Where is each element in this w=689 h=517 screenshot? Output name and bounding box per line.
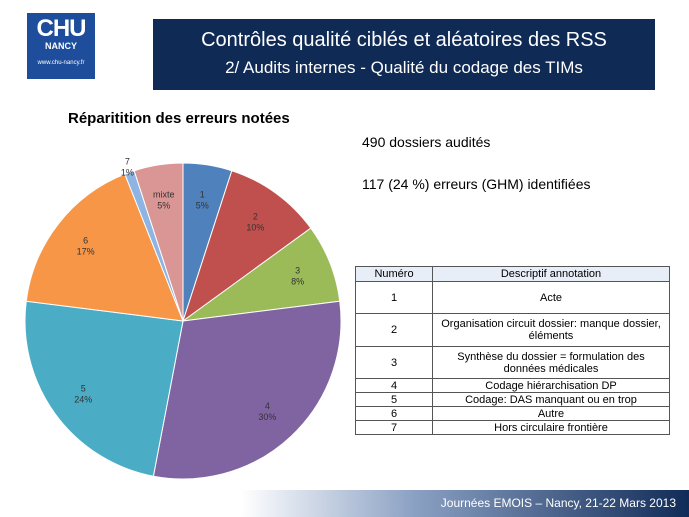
table-row: 7 Hors circulaire frontière: [355, 420, 670, 435]
table-row: 6 Autre: [355, 406, 670, 421]
logo-main: CHU: [36, 15, 87, 42]
pie-slice-4: [152, 300, 342, 480]
table-row: 1 Acte: [355, 281, 670, 314]
pie-label-percent: 1%: [121, 167, 134, 177]
row-number: 5: [355, 392, 433, 407]
slide-title: Contrôles qualité ciblés et aléatoires d…: [201, 29, 607, 51]
row-number: 1: [355, 281, 433, 314]
table-header-number: Numéro: [355, 266, 433, 282]
pie-label-percent: 8%: [291, 277, 304, 287]
table-row: 5 Codage: DAS manquant ou en trop: [355, 392, 670, 407]
stat-errors: 117 (24 %) erreurs (GHM) identifiées: [362, 176, 591, 192]
row-description: Synthèse du dossier = formulation des do…: [432, 346, 670, 379]
row-number: 6: [355, 406, 433, 421]
row-description: Hors circulaire frontière: [432, 420, 670, 435]
logo-url: www.chu-nancy.fr: [37, 60, 85, 66]
pie-slice-2: [182, 170, 312, 323]
pie-label-percent: 30%: [258, 412, 276, 422]
row-number: 2: [355, 313, 433, 347]
pie-slice-mixte: [133, 162, 184, 322]
table-header-description: Descriptif annotation: [432, 266, 670, 282]
legend-table: Numéro Descriptif annotation 1 Acte 2 Or…: [355, 266, 670, 435]
pie-label-category: 5: [81, 383, 86, 393]
row-number: 3: [355, 346, 433, 379]
pie-label-category: 2: [253, 211, 258, 221]
pie-label-percent: 24%: [74, 394, 92, 404]
pie-label-category: 1: [200, 189, 205, 199]
row-number: 7: [355, 420, 433, 435]
pie-label-percent: 10%: [246, 222, 264, 232]
pie-slice-5: [24, 300, 184, 477]
row-description: Acte: [432, 281, 670, 314]
pie-label-category: 4: [265, 401, 270, 411]
slide-subtitle: 2/ Audits internes - Qualité du codage d…: [225, 58, 583, 77]
pie-label-category: mixte: [153, 189, 175, 199]
footer-text: Journées EMOIS – Nancy, 21-22 Mars 2013: [440, 496, 676, 510]
row-number: 4: [355, 378, 433, 393]
stat-audited: 490 dossiers audités: [362, 134, 491, 150]
row-description: Autre: [432, 406, 670, 421]
row-description: Organisation circuit dossier: manque dos…: [432, 313, 670, 347]
table-row: 3 Synthèse du dossier = formulation des …: [355, 346, 670, 379]
footer-bar: Journées EMOIS – Nancy, 21-22 Mars 2013: [0, 490, 689, 517]
pie-label-percent: 5%: [196, 200, 209, 210]
pie-label-category: 3: [295, 266, 300, 276]
row-description: Codage hiérarchisation DP: [432, 378, 670, 393]
chu-logo: CHU NANCY www.chu-nancy.fr: [27, 13, 95, 79]
pie-label-percent: 17%: [77, 246, 95, 256]
pie-label-category: 6: [83, 235, 88, 245]
slide-title-box: Contrôles qualité ciblés et aléatoires d…: [153, 19, 655, 90]
pie-label-percent: 5%: [157, 200, 170, 210]
pie-slice-6: [25, 173, 184, 322]
chart-title: Réparitition des erreurs notées: [68, 110, 290, 127]
pie-label-category: 7: [125, 156, 130, 166]
table-row: 4 Codage hiérarchisation DP: [355, 378, 670, 393]
row-description: Codage: DAS manquant ou en trop: [432, 392, 670, 407]
table-row: 2 Organisation circuit dossier: manque d…: [355, 313, 670, 347]
logo-sub: NANCY: [44, 41, 77, 51]
